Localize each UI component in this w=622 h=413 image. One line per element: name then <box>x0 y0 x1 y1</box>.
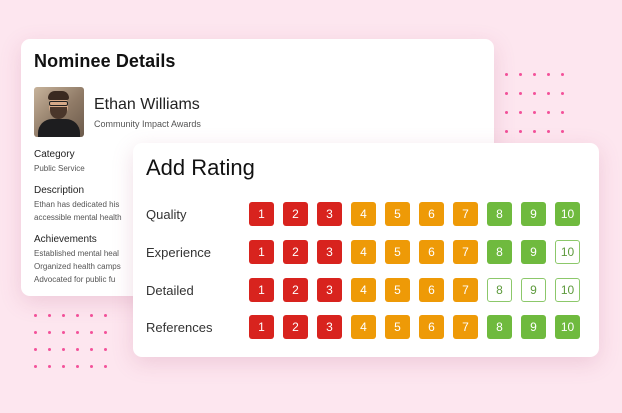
nominee-details-title: Nominee Details <box>34 51 176 71</box>
description-line: accessible mental health <box>34 213 122 222</box>
rating-score-button[interactable]: 9 <box>521 315 546 339</box>
achievement-line: Established mental heal <box>34 249 119 258</box>
category-section: Category Public Service <box>34 149 481 173</box>
decorative-dots-bottom <box>34 314 107 368</box>
rating-row: Detailed 1 2 3 4 5 6 7 8 9 10 <box>146 278 580 302</box>
rating-score-button[interactable]: 7 <box>453 240 478 264</box>
rating-score-button[interactable]: 8 <box>487 202 512 226</box>
rating-score-button[interactable]: 9 <box>521 278 546 302</box>
rating-row-label: Quality <box>146 206 187 222</box>
avatar <box>34 87 84 137</box>
rating-score-button[interactable]: 3 <box>317 278 342 302</box>
achievements-label: Achievements <box>34 234 97 245</box>
nominee-profile: Ethan Williams Community Impact Awards <box>34 87 481 137</box>
nominee-award: Community Impact Awards <box>94 118 201 129</box>
rating-score-button[interactable]: 4 <box>351 240 376 264</box>
rating-score-button[interactable]: 6 <box>419 278 444 302</box>
rating-score-button[interactable]: 3 <box>317 240 342 264</box>
add-rating-title: Add Rating <box>146 155 255 180</box>
description-line: Ethan has dedicated his <box>34 200 120 209</box>
rating-score-button[interactable]: 2 <box>283 315 308 339</box>
rating-score-button[interactable]: 3 <box>317 315 342 339</box>
rating-score-button[interactable]: 6 <box>419 315 444 339</box>
rating-row-label: Detailed <box>146 282 194 298</box>
rating-score-button[interactable]: 5 <box>385 202 410 226</box>
rating-score-button[interactable]: 10 <box>555 315 580 339</box>
rating-score-button[interactable]: 4 <box>351 278 376 302</box>
rating-score-button[interactable]: 6 <box>419 240 444 264</box>
rating-score-button[interactable]: 2 <box>283 240 308 264</box>
achievement-line: Organized health camps <box>34 262 121 271</box>
category-value: Public Service <box>34 164 85 173</box>
rating-score-button[interactable]: 10 <box>555 202 580 226</box>
rating-score-button[interactable]: 5 <box>385 278 410 302</box>
rating-score-button[interactable]: 8 <box>487 278 512 302</box>
add-rating-card: Add Rating Quality 1 2 3 4 5 6 7 8 9 10 Experience 1… <box>133 143 599 357</box>
rating-score-button[interactable]: 1 <box>249 240 274 264</box>
rating-row-label: References <box>146 319 213 335</box>
rating-score-button[interactable]: 2 <box>283 202 308 226</box>
rating-score-button[interactable]: 1 <box>249 278 274 302</box>
rating-score-button[interactable]: 4 <box>351 202 376 226</box>
rating-score-button[interactable]: 6 <box>419 202 444 226</box>
rating-score-button[interactable]: 7 <box>453 278 478 302</box>
rating-score-button[interactable]: 7 <box>453 202 478 226</box>
category-label: Category <box>34 149 75 160</box>
rating-score-button[interactable]: 10 <box>555 240 580 264</box>
rating-score-button[interactable]: 5 <box>385 240 410 264</box>
rating-row-label: Experience <box>146 244 212 260</box>
rating-row: Experience 1 2 3 4 5 6 7 8 9 10 <box>146 240 580 264</box>
rating-score-button[interactable]: 10 <box>555 278 580 302</box>
rating-score-button[interactable]: 1 <box>249 202 274 226</box>
rating-row: References 1 2 3 4 5 6 7 8 9 10 <box>146 315 580 339</box>
nominee-name: Ethan Williams <box>94 95 200 113</box>
rating-score-button[interactable]: 9 <box>521 202 546 226</box>
rating-score-button[interactable]: 2 <box>283 278 308 302</box>
rating-score-button[interactable]: 7 <box>453 315 478 339</box>
rating-score-button[interactable]: 8 <box>487 240 512 264</box>
description-label: Description <box>34 185 85 196</box>
rating-score-button[interactable]: 3 <box>317 202 342 226</box>
rating-score-button[interactable]: 1 <box>249 315 274 339</box>
achievements-section: Achievements Established mental heal Org… <box>34 234 481 284</box>
rating-score-button[interactable]: 9 <box>521 240 546 264</box>
description-section: Description Ethan has dedicated his acce… <box>34 185 481 222</box>
rating-row: Quality 1 2 3 4 5 6 7 8 9 10 <box>146 202 580 226</box>
rating-score-button[interactable]: 4 <box>351 315 376 339</box>
rating-score-button[interactable]: 5 <box>385 315 410 339</box>
decorative-dots-top <box>505 73 564 152</box>
achievement-line: Advocated for public fu <box>34 275 116 284</box>
rating-score-button[interactable]: 8 <box>487 315 512 339</box>
